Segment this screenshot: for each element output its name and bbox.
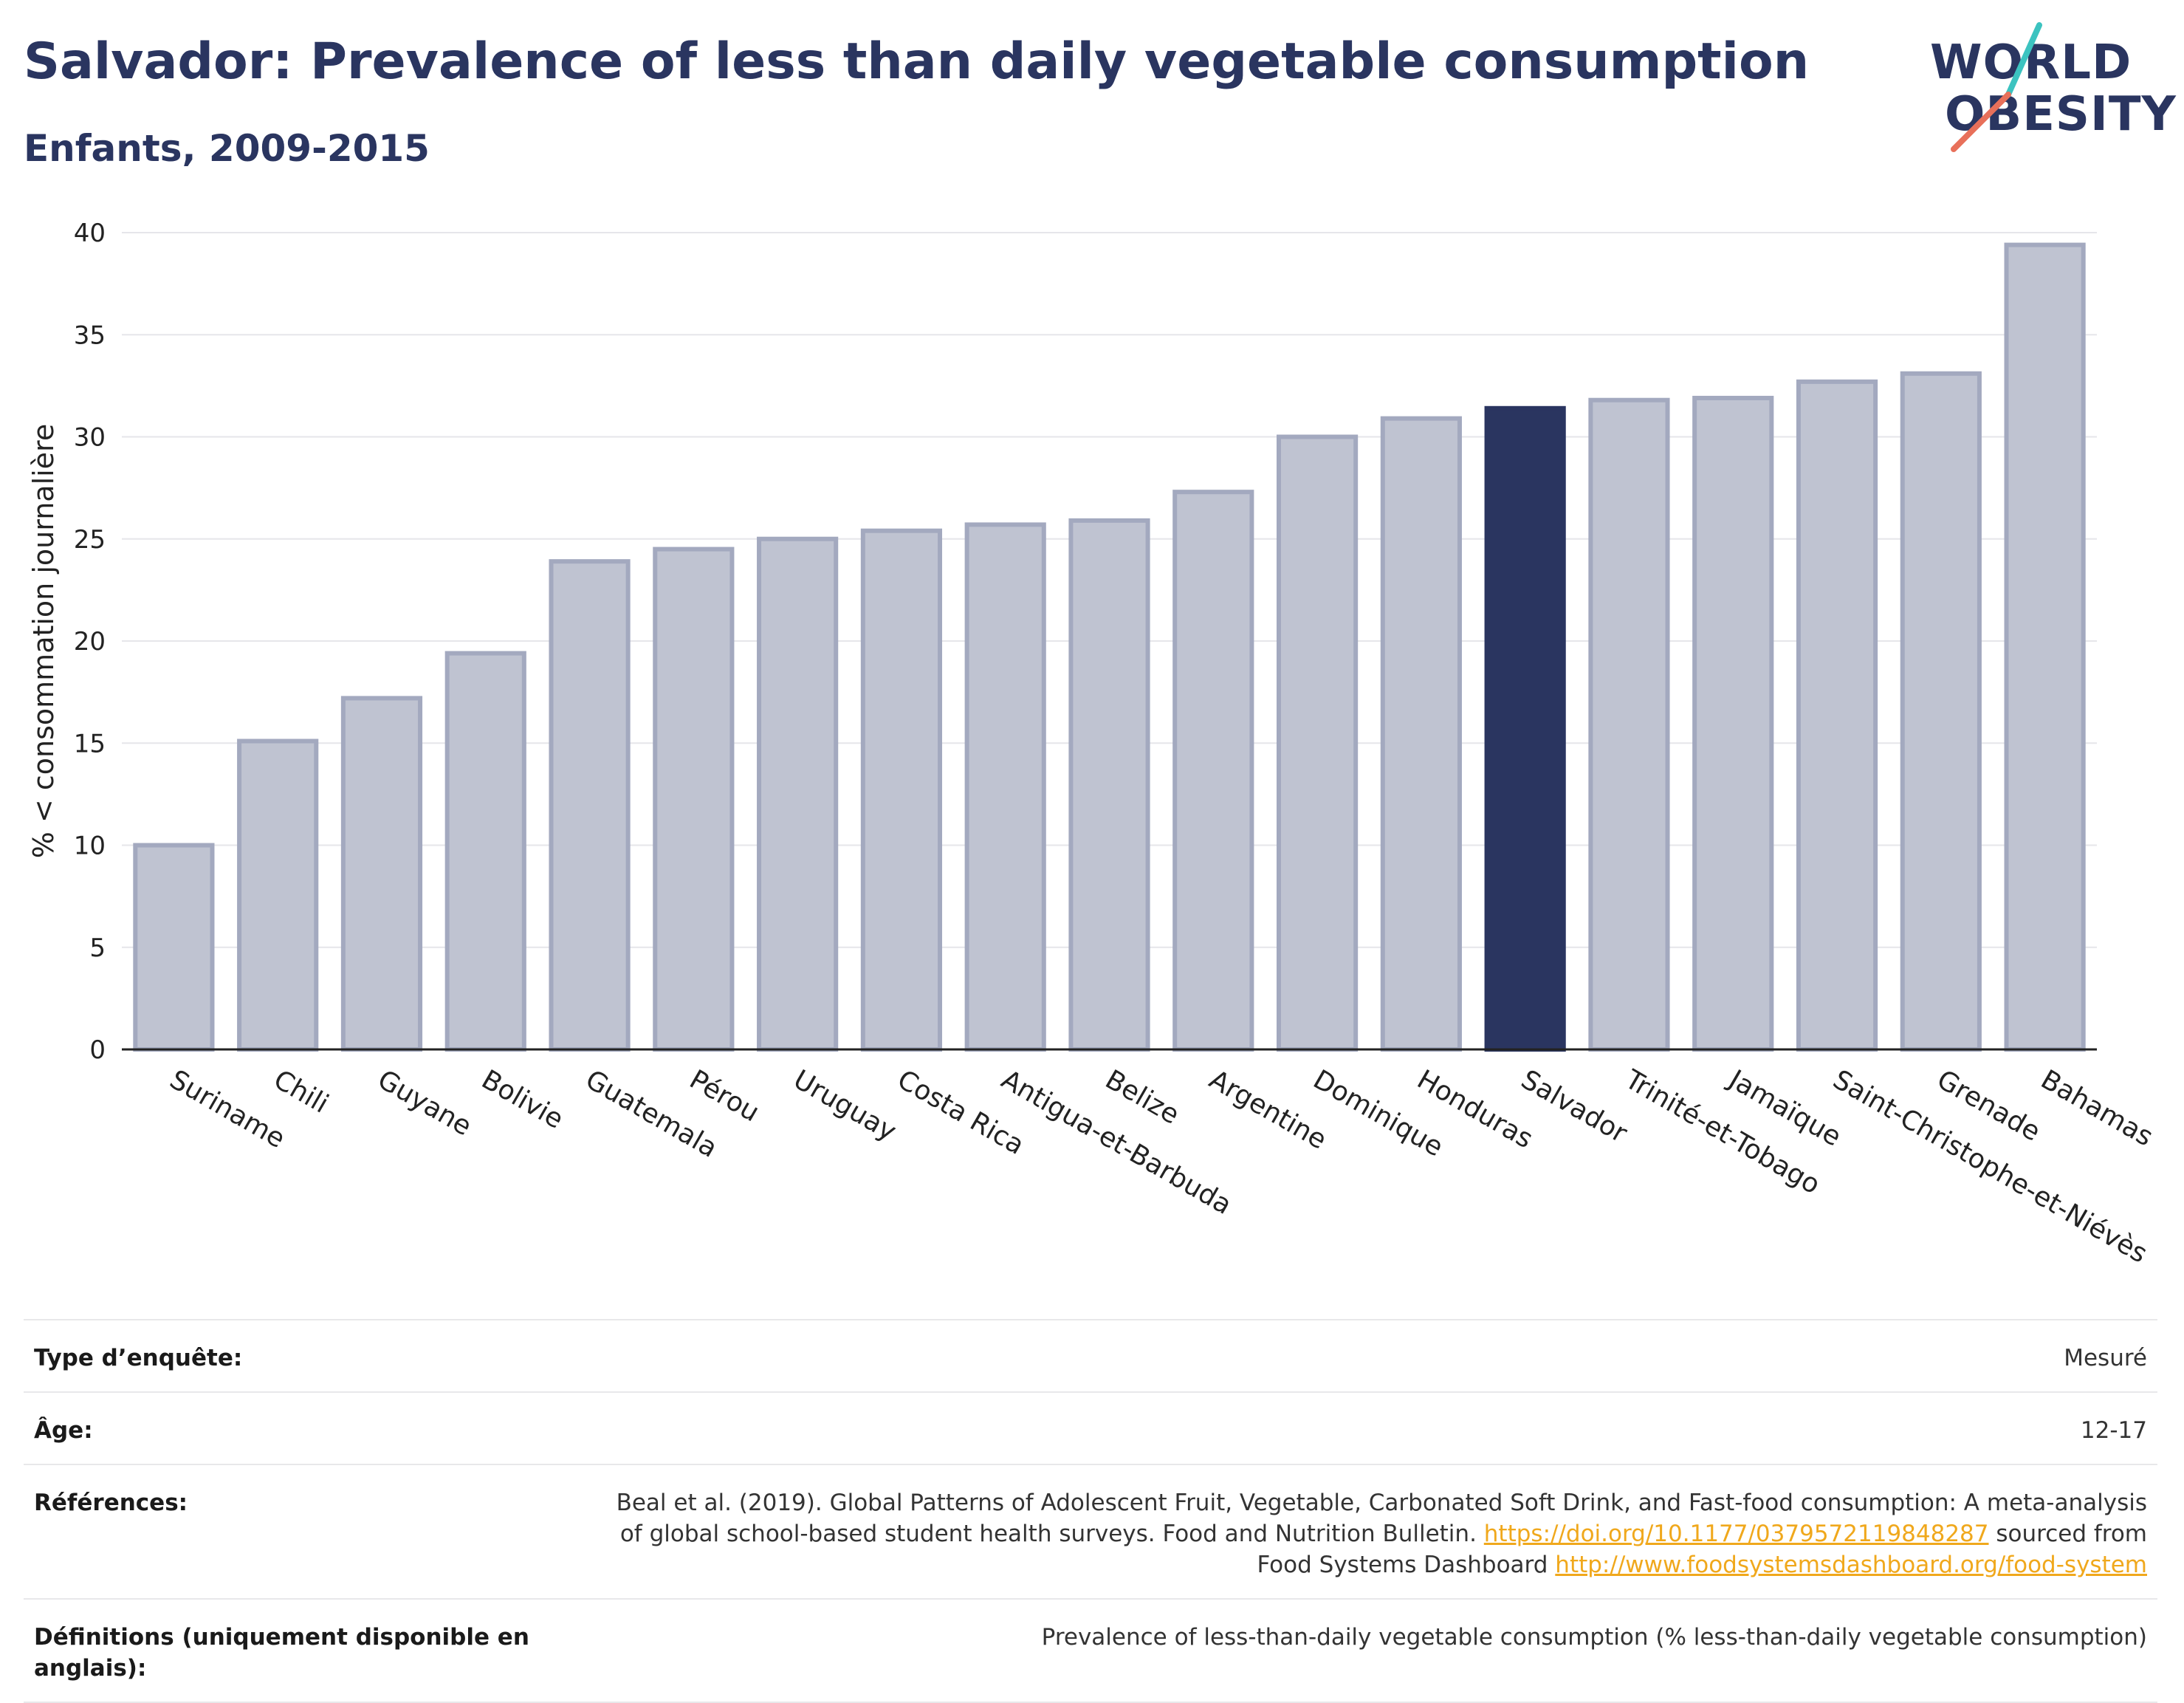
bar — [1900, 371, 1982, 1052]
bar — [1796, 379, 1878, 1052]
meta-row-survey-type: Type d’enquête: Mesuré — [24, 1319, 2157, 1391]
y-tick-label: 5 — [89, 933, 106, 963]
logo-line2: OBESITY — [1945, 87, 2177, 142]
meta-value: Beal et al. (2019). Global Patterns of A… — [521, 1487, 2147, 1580]
y-tick-label: 35 — [74, 321, 106, 350]
x-tick-label: Guyane — [372, 1064, 476, 1142]
meta-row-age: Âge: 12-17 — [24, 1391, 2157, 1464]
metadata-table: Type d’enquête: Mesuré Âge: 12-17 Référe… — [24, 1319, 2157, 1703]
bar — [133, 843, 215, 1052]
bar — [1588, 397, 1670, 1052]
bar — [1172, 490, 1254, 1052]
food-systems-link[interactable]: http://www.foodsystemsdashboard.org/food… — [1555, 1552, 2147, 1578]
bar — [444, 651, 526, 1052]
x-tick-label: Salvador — [1516, 1064, 1632, 1149]
x-tick-label: Trinité-et-Tobago — [1619, 1064, 1825, 1201]
chart-subtitle: Enfants, 2009-2015 — [24, 127, 430, 170]
chart-title: Salvador: Prevalence of less than daily … — [24, 32, 1810, 91]
x-tick-label: Bahamas — [2036, 1064, 2158, 1152]
y-tick-label: 15 — [74, 729, 106, 758]
x-tick-label: Uruguay — [789, 1064, 902, 1147]
bar — [1484, 405, 1566, 1052]
world-obesity-logo: WORLD OBESITY — [1920, 22, 2176, 155]
y-axis-label: % < consommation journalière — [27, 424, 60, 858]
meta-row-references: Références: Beal et al. (2019). Global P… — [24, 1464, 2157, 1598]
bar — [757, 536, 839, 1052]
reference-text-2: sourced from Food Systems Dashboard — [1257, 1521, 2147, 1578]
bar — [549, 559, 631, 1052]
bar — [1380, 416, 1462, 1052]
meta-value: Mesuré — [2064, 1345, 2147, 1371]
bar — [653, 546, 735, 1052]
bar — [1692, 395, 1774, 1052]
meta-key: Références: — [34, 1490, 188, 1516]
meta-key: Âge: — [34, 1417, 93, 1444]
bar — [860, 528, 943, 1052]
bar-chart: 0 5 10 15 20 25 30 35 40 % < consommation journal… — [27, 219, 2158, 1269]
reference-text: Beal et al. (2019). Global Patterns of A… — [616, 1490, 2147, 1547]
x-tick-label: Chili — [269, 1064, 334, 1119]
y-tick-label: 30 — [74, 423, 106, 453]
y-tick-label: 40 — [74, 219, 106, 248]
logo-slash-icon — [1951, 22, 2042, 152]
meta-row-definitions: Définitions (uniquement disponible en an… — [24, 1598, 2157, 1703]
bar — [1068, 518, 1150, 1052]
meta-value: Prevalence of less-than-daily vegetable … — [1041, 1624, 2147, 1651]
meta-value: 12-17 — [2080, 1417, 2147, 1444]
meta-key: Type d’enquête: — [34, 1345, 243, 1371]
bar — [2004, 242, 2086, 1052]
bar — [1276, 434, 1359, 1052]
x-tick-label: Suriname — [165, 1064, 290, 1154]
bar — [340, 696, 423, 1052]
y-tick-label: 10 — [74, 832, 106, 861]
y-tick-label: 25 — [74, 525, 106, 555]
meta-key: Définitions (uniquement disponible en an… — [34, 1624, 529, 1682]
bar — [964, 522, 1046, 1052]
x-tick-label: Pérou — [684, 1064, 764, 1128]
y-tick-label: 0 — [89, 1035, 106, 1065]
doi-link[interactable]: https://doi.org/10.1177/0379572119848287 — [1483, 1521, 1989, 1547]
x-tick-label: Argentine — [1204, 1064, 1332, 1155]
x-tick-label: Bolivie — [476, 1064, 569, 1135]
x-tick-label: Belize — [1100, 1064, 1184, 1130]
bar — [237, 739, 319, 1052]
y-tick-label: 20 — [74, 627, 106, 657]
